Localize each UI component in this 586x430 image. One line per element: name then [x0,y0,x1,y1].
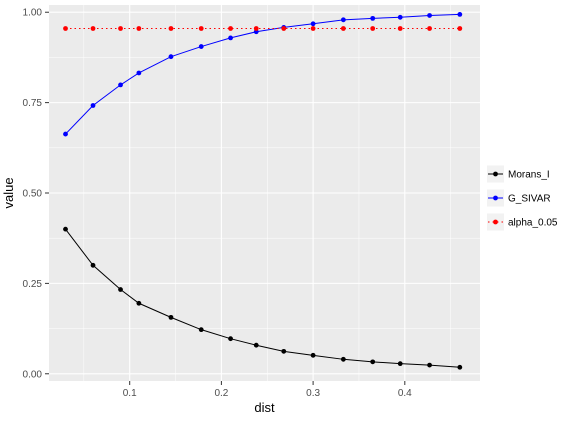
data-point [198,26,204,31]
data-point [281,348,287,354]
data-point [118,287,123,292]
data-point [168,54,174,60]
data-point [228,26,233,31]
legend-item: Morans_I [487,165,550,183]
data-point [63,26,68,31]
legend-item: alpha_0.05 [487,213,558,231]
grid-layer [49,5,480,381]
data-point [310,352,316,358]
data-point [90,103,96,108]
data-point [340,26,346,31]
y-tick-label: 0.50 [23,189,43,200]
data-point [427,13,432,18]
data-point [253,342,259,348]
data-point [397,361,403,367]
data-point [370,359,376,365]
legend-key-point [493,219,498,225]
data-point [63,131,68,137]
data-point [228,35,233,41]
data-point [198,327,204,333]
data-point [198,44,204,49]
x-tick-label: 0.3 [306,388,320,399]
data-point [370,15,376,21]
y-tick-label: 1.00 [23,8,43,19]
x-axis-title: dist [254,400,275,415]
data-point [427,26,432,31]
legend-item: G_SIVAR [487,189,551,207]
data-point [118,26,123,31]
data-point [168,26,174,31]
data-point [397,14,403,20]
legend-label: alpha_0.05 [508,218,558,229]
data-point [457,364,463,370]
data-point [136,26,142,31]
data-point [63,226,68,232]
data-point [118,82,123,88]
y-tick-label: 0.00 [23,369,43,380]
data-point [340,17,346,23]
data-point [427,362,432,368]
x-tick-label: 0.4 [398,388,412,399]
legend-label: Morans_I [508,170,550,181]
legend-key-point [493,195,498,201]
data-point [253,26,259,31]
axis-layer: 0.1 0.2 0.3 0.4 0.00 0.25 0.50 0.75 1.00 [23,8,413,399]
data-point [370,26,376,31]
x-tick-label: 0.1 [123,388,137,399]
data-point [281,26,287,31]
legend-key-point [493,171,498,177]
series-alpha_0.05 [63,26,463,31]
data-point [457,26,463,31]
data-point [340,356,346,362]
data-point [90,262,96,268]
data-point [136,300,142,306]
data-point [397,26,403,31]
data-point [310,26,316,31]
legend-label: G_SIVAR [508,194,551,205]
y-tick-label: 0.75 [23,98,43,109]
x-tick-label: 0.2 [214,388,228,399]
y-tick-label: 0.25 [23,279,43,290]
data-point [90,26,96,31]
data-point [228,336,233,342]
data-point [168,314,174,320]
data-point [310,21,316,27]
series-Morans_I [63,226,463,370]
y-axis-title: value [1,177,16,208]
data-point [136,70,142,76]
data-point [457,12,463,17]
legend: Morans_I G_SIVAR alpha_0.05 [487,165,558,231]
series-layer [63,12,463,370]
